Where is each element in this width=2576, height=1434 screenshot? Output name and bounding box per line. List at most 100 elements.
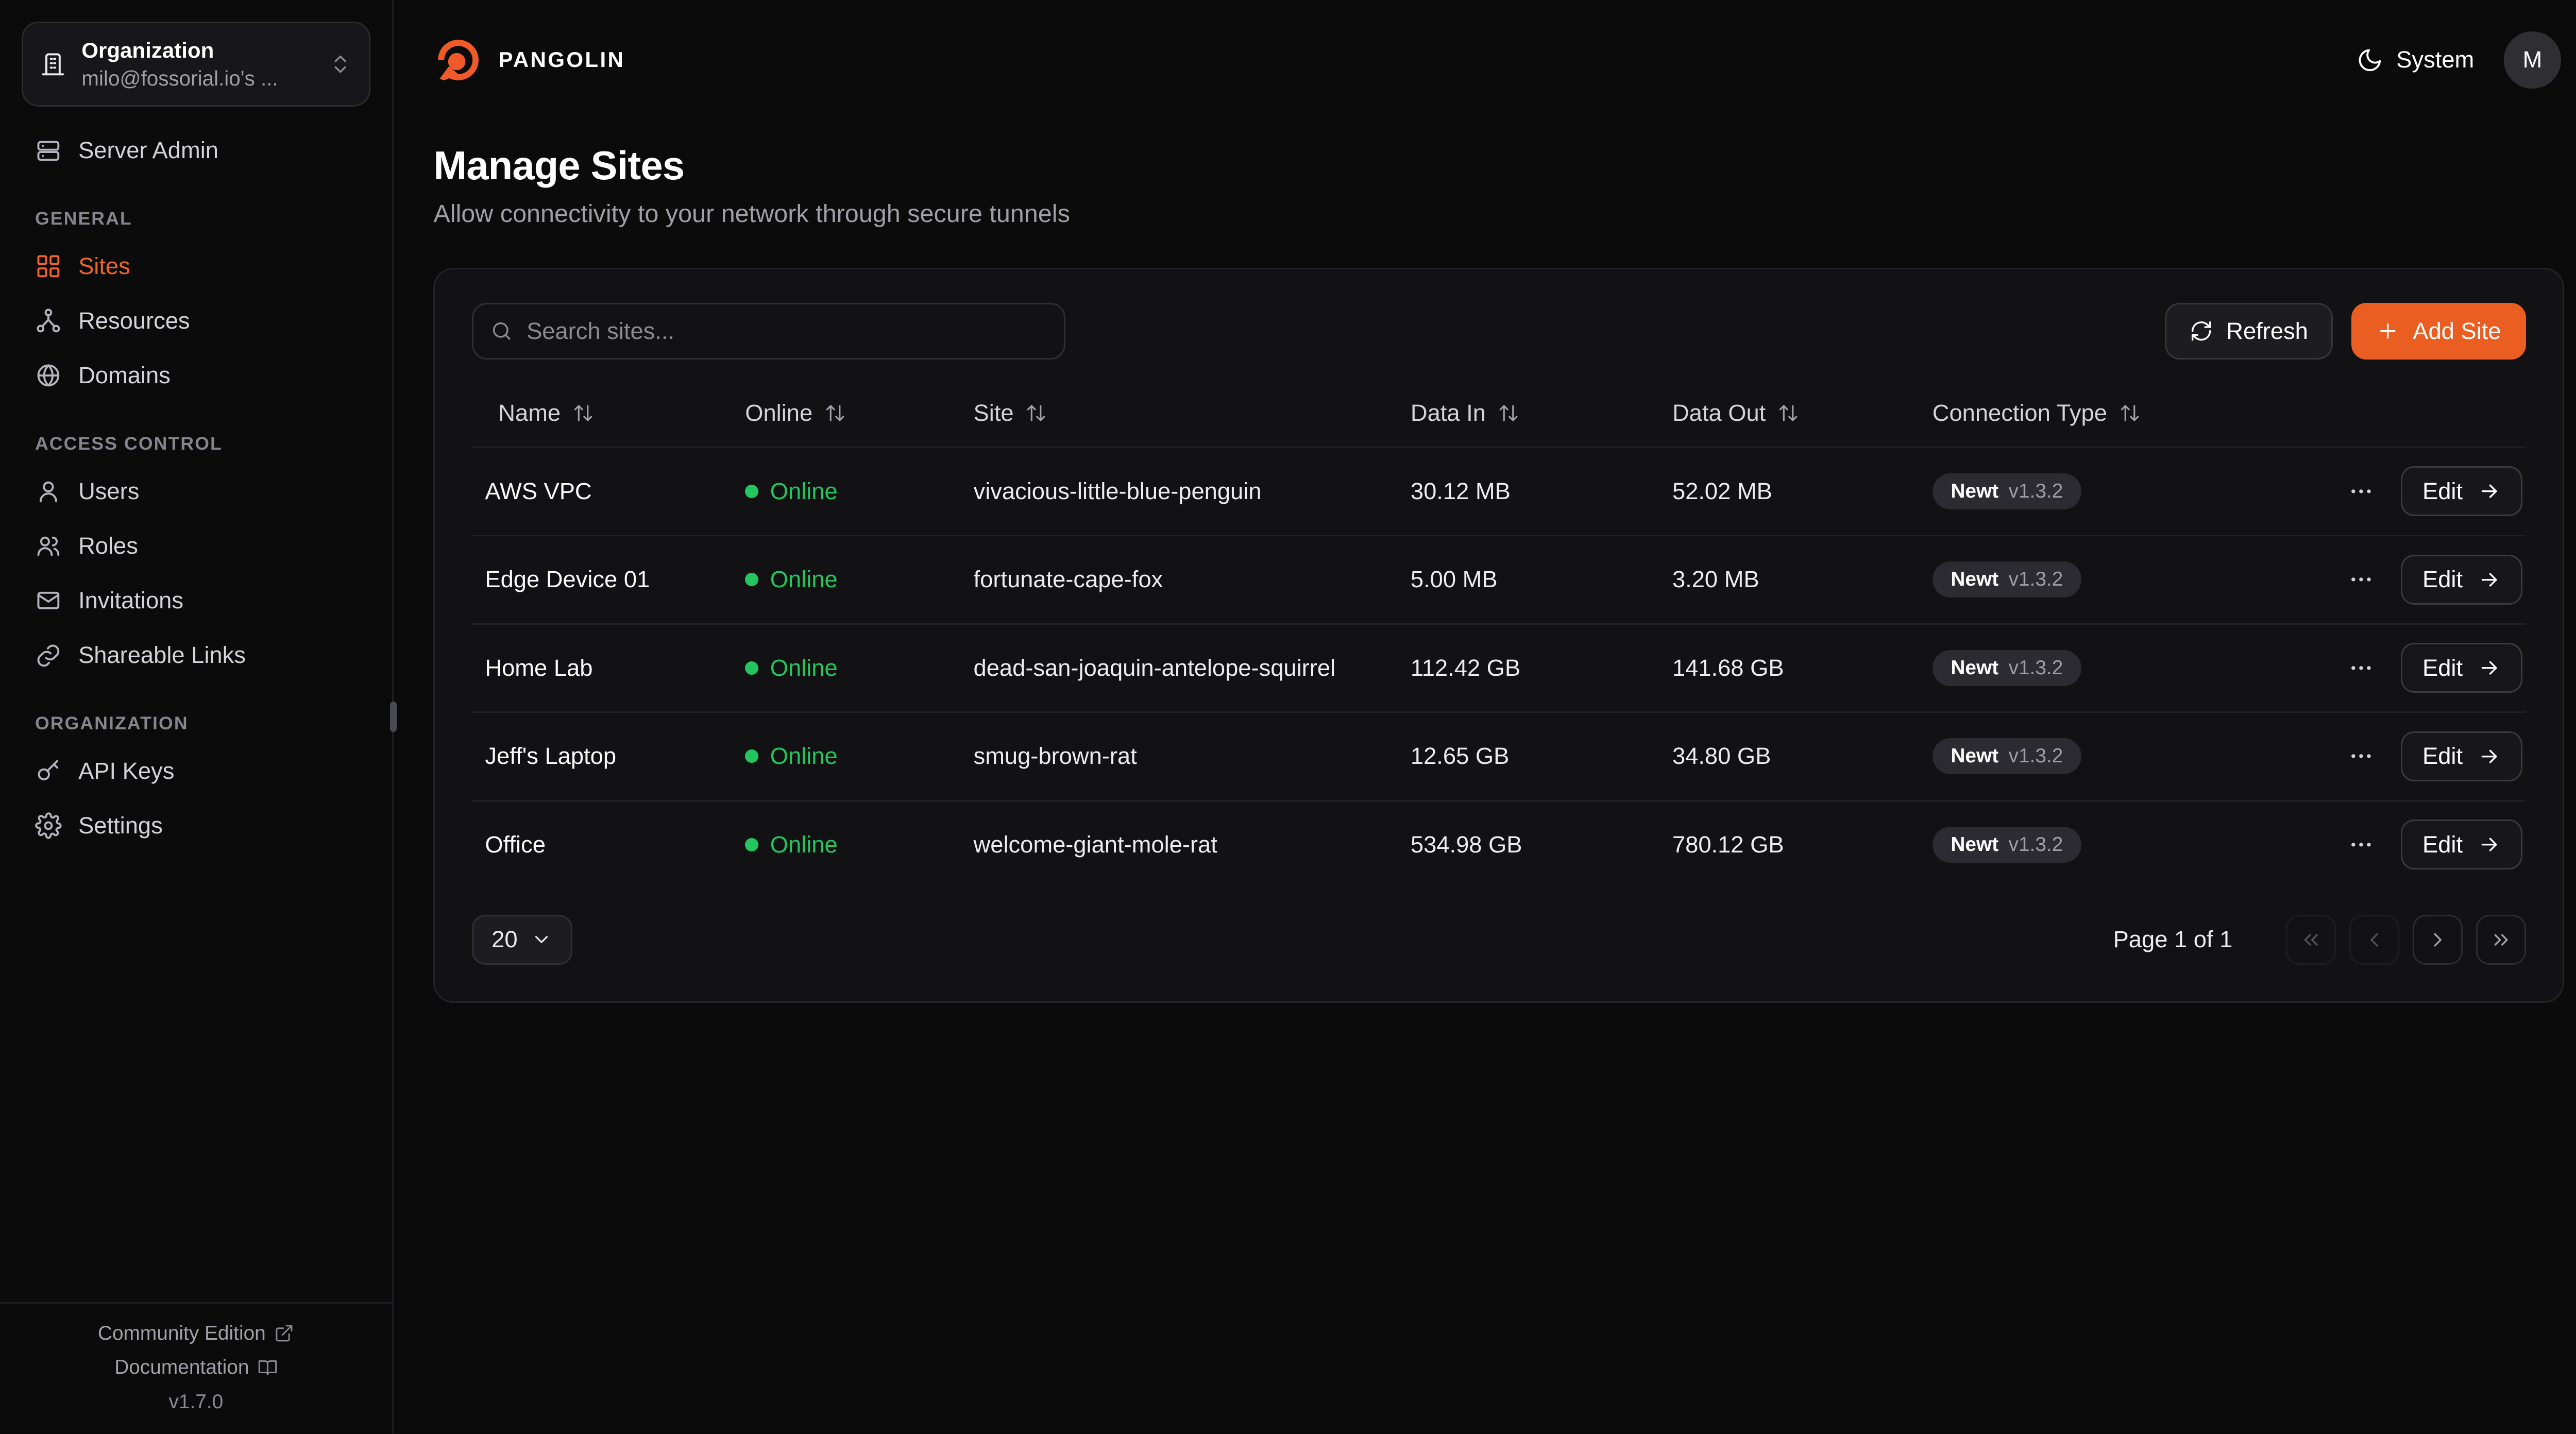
ellipsis-icon [2351, 489, 2371, 493]
sidebar-item-invitations[interactable]: Invitations [22, 573, 370, 628]
sidebar-item-users[interactable]: Users [22, 464, 370, 519]
chevrons-up-down-icon [334, 55, 346, 73]
edit-label: Edit [2422, 654, 2463, 681]
site-name: Home Lab [485, 654, 593, 681]
edit-button[interactable]: Edit [2401, 554, 2523, 605]
chevron-down-icon [535, 936, 548, 944]
sidebar-item-roles[interactable]: Roles [22, 519, 370, 573]
site-name: Edge Device 01 [485, 566, 650, 593]
globe-icon [37, 365, 60, 387]
sidebar-item-settings[interactable]: Settings [22, 798, 370, 853]
row-menu-button[interactable] [2341, 648, 2381, 688]
connection-name: Newt [1951, 480, 1999, 502]
search-box [471, 303, 1065, 360]
connection-version: v1.3.2 [2008, 656, 2063, 679]
edit-button[interactable]: Edit [2401, 820, 2523, 870]
sidebar-item-server-admin[interactable]: Server Admin [22, 123, 370, 178]
sidebar-item-label: Resources [78, 308, 190, 334]
sidebar-item-sites[interactable]: Sites [22, 239, 370, 294]
chevrons-right-icon [2494, 934, 2508, 946]
site-tunnel-name: dead-san-joaquin-antelope-squirrel [973, 654, 1336, 681]
column-header-actions [2309, 396, 2526, 433]
page-content: Manage Sites Allow connectivity to your … [394, 120, 2576, 1003]
sidebar-item-shareable-links[interactable]: Shareable Links [22, 628, 370, 682]
card-toolbar: Refresh Add Site [471, 303, 2526, 360]
refresh-icon [2192, 321, 2211, 341]
organization-building-icon [42, 53, 64, 75]
org-title: Organization [81, 38, 214, 62]
search-input[interactable] [527, 318, 1047, 345]
arrow-right-icon [2481, 484, 2497, 498]
section-label-organization: ORGANIZATION [35, 712, 189, 733]
row-actions: Edit [2309, 806, 2526, 883]
column-label: Online [745, 399, 813, 426]
row-actions: Edit [2309, 629, 2526, 706]
column-header-online[interactable]: Online [732, 383, 960, 446]
page-size-select[interactable]: 20 [471, 914, 573, 965]
online-status: Online [732, 641, 960, 695]
column-header-data-out[interactable]: Data Out [1659, 383, 1919, 446]
table-row: Office Online welcome-giant-mole-rat 534… [471, 799, 2526, 889]
org-selector[interactable]: Organization milo@fossorial.io's ... [22, 22, 370, 107]
topbar: PANGOLIN System M [394, 0, 2576, 120]
sidebar-footer: Community Edition Documentation v1.7.0 [0, 1302, 392, 1433]
documentation-link[interactable]: Documentation [114, 1356, 277, 1379]
site-name: Jeff's Laptop [485, 743, 617, 770]
page-indicator: Page 1 of 1 [2113, 926, 2233, 953]
search-icon [493, 322, 511, 340]
row-menu-button[interactable] [2341, 736, 2381, 776]
edit-button[interactable]: Edit [2401, 731, 2523, 781]
sidebar-item-domains[interactable]: Domains [22, 348, 370, 403]
first-page-button[interactable] [2285, 914, 2336, 965]
connection-name: Newt [1951, 656, 1999, 679]
arrow-right-icon [2481, 749, 2497, 763]
online-dot-icon [745, 484, 759, 498]
ellipsis-icon [2351, 754, 2371, 758]
community-edition-link[interactable]: Community Edition [98, 1322, 294, 1345]
edit-button[interactable]: Edit [2401, 643, 2523, 693]
table-body: AWS VPC Online vivacious-little-blue-pen… [471, 446, 2526, 889]
chevron-right-icon [2433, 933, 2442, 947]
theme-toggle-button[interactable]: System [2357, 46, 2474, 73]
external-link-icon [276, 1325, 293, 1342]
column-header-name[interactable]: Name [472, 383, 732, 446]
add-site-button[interactable]: Add Site [2351, 303, 2526, 360]
resources-waypoints-icon [37, 309, 60, 333]
column-header-site[interactable]: Site [960, 383, 1397, 446]
online-dot-icon [745, 573, 759, 587]
column-header-connection-type[interactable]: Connection Type [1919, 383, 2309, 446]
table-header: Name Online Site Data In [472, 383, 2526, 446]
row-menu-button[interactable] [2341, 471, 2381, 511]
previous-page-button[interactable] [2349, 914, 2399, 965]
sidebar-resize-handle[interactable] [390, 702, 397, 732]
online-status: Online [732, 818, 960, 872]
sidebar-item-label: Users [78, 477, 140, 504]
refresh-button[interactable]: Refresh [2164, 303, 2333, 360]
online-label: Online [770, 566, 838, 593]
column-label: Connection Type [1932, 399, 2107, 426]
ellipsis-icon [2351, 666, 2371, 670]
last-page-button[interactable] [2476, 914, 2526, 965]
row-menu-button[interactable] [2341, 559, 2381, 600]
gear-icon [35, 812, 62, 839]
next-page-button[interactable] [2412, 914, 2463, 965]
sites-card: Refresh Add Site Name [433, 268, 2564, 1003]
sort-icon [1779, 405, 1798, 421]
connection-type-badge: Newt v1.3.2 [1932, 561, 2081, 598]
column-header-data-in[interactable]: Data In [1397, 383, 1659, 446]
toolbar-actions: Refresh Add Site [2164, 303, 2526, 360]
data-out-value: 780.12 GB [1672, 831, 1784, 858]
edit-label: Edit [2422, 743, 2463, 770]
online-status: Online [732, 553, 960, 606]
brand-name: PANGOLIN [498, 47, 625, 72]
user-avatar[interactable]: M [2504, 31, 2561, 89]
sidebar-item-resources[interactable]: Resources [22, 294, 370, 348]
row-menu-button[interactable] [2341, 825, 2381, 865]
sidebar-item-api-keys[interactable]: API Keys [22, 744, 370, 798]
connection-name: Newt [1951, 833, 1999, 856]
link-icon [37, 644, 60, 667]
sidebar-item-label: API Keys [78, 757, 175, 784]
connection-type-cell: Newt v1.3.2 [1919, 725, 2309, 788]
edit-button[interactable]: Edit [2401, 466, 2523, 517]
